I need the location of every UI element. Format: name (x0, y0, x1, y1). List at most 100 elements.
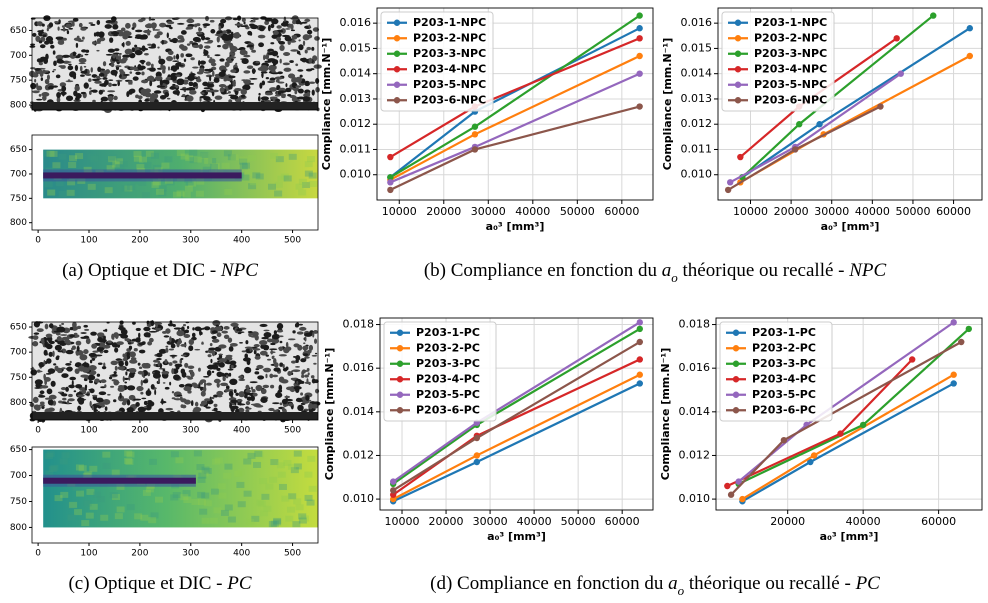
pore (129, 66, 138, 70)
pore (205, 350, 209, 353)
pore (239, 25, 248, 28)
pore (244, 353, 248, 359)
pore (290, 377, 295, 381)
legend-marker (396, 360, 404, 367)
legend-label: P203-6-NPC (754, 93, 827, 106)
pore (240, 94, 246, 98)
pore (138, 349, 146, 354)
pore (260, 96, 269, 101)
pore (314, 36, 320, 41)
pore (239, 401, 242, 406)
pore (129, 359, 138, 364)
pore (209, 57, 213, 59)
pore (185, 27, 190, 30)
pore (100, 96, 109, 102)
y-tick-label: 0.010 (340, 168, 372, 181)
pore (135, 34, 143, 38)
pore (269, 87, 278, 92)
dic-patch (244, 169, 253, 176)
pore (138, 36, 148, 40)
pore (301, 21, 308, 24)
image-frame (31, 446, 319, 544)
dic-patch (239, 156, 248, 163)
data-point (636, 356, 643, 363)
y-tick-label: 0.016 (340, 16, 372, 29)
pore (248, 332, 253, 337)
pore (98, 72, 105, 77)
pore (301, 370, 305, 376)
pore (118, 360, 124, 367)
pore (56, 336, 62, 342)
dic-patch (161, 162, 170, 169)
caption-part: (b) Compliance en fonction du (424, 260, 662, 281)
pore (186, 43, 191, 46)
x-tick-label: 40000 (846, 515, 881, 528)
dic-patch (298, 517, 307, 524)
pore (69, 334, 75, 338)
dic-patch (217, 483, 226, 490)
pore (152, 371, 155, 374)
pore (102, 61, 107, 67)
pore (259, 339, 268, 346)
pore (207, 354, 212, 358)
pore (290, 360, 297, 364)
caption-part: théorique ou recallé - (678, 260, 849, 281)
pore (38, 93, 42, 97)
pore (207, 81, 215, 84)
pore (170, 75, 177, 81)
caption: (d) Compliance en fonction du ao théoriq… (430, 573, 880, 598)
data-point (387, 179, 394, 186)
pore (263, 54, 266, 61)
dic-patch (93, 491, 102, 498)
pore (304, 18, 311, 23)
pore (124, 48, 133, 55)
pore (132, 76, 139, 81)
pore (148, 402, 152, 405)
pore (239, 49, 247, 56)
pore (61, 85, 67, 92)
pore (211, 370, 215, 373)
legend-box (380, 11, 494, 112)
pore (266, 358, 272, 361)
data-point (897, 70, 904, 77)
dic-patch (182, 191, 191, 198)
pore (289, 40, 297, 43)
pore (141, 363, 148, 368)
pore (73, 332, 78, 335)
pore (81, 36, 85, 40)
pore (255, 404, 264, 408)
pore (103, 349, 109, 354)
pore (153, 90, 162, 94)
pore (206, 382, 212, 386)
pore (67, 20, 76, 23)
pore (276, 36, 282, 42)
pore (71, 380, 74, 386)
caption-part: (a) Optique et DIC - (62, 260, 221, 281)
pore (164, 386, 170, 390)
pore (296, 50, 301, 55)
pore (108, 82, 112, 87)
legend-marker (732, 391, 740, 398)
pore (195, 78, 202, 83)
pore (141, 397, 147, 400)
pore (270, 349, 273, 355)
y-tick-label: 0.012 (681, 117, 713, 130)
pore (124, 360, 129, 367)
pore (57, 40, 65, 45)
image-panel: 650 700 750 800 (10, 15, 322, 113)
dic-patch (67, 179, 76, 186)
pore (205, 89, 214, 93)
pore (306, 46, 312, 51)
pore (138, 332, 141, 338)
pore (249, 77, 258, 80)
pore (222, 43, 229, 50)
dic-patch (96, 496, 105, 503)
dic-patch (204, 157, 213, 164)
dic-patch (241, 175, 250, 182)
pore (43, 359, 46, 366)
pore (301, 410, 308, 413)
pore (173, 374, 181, 381)
dic-patch (48, 466, 57, 473)
pore (147, 399, 152, 403)
pore (55, 54, 64, 60)
